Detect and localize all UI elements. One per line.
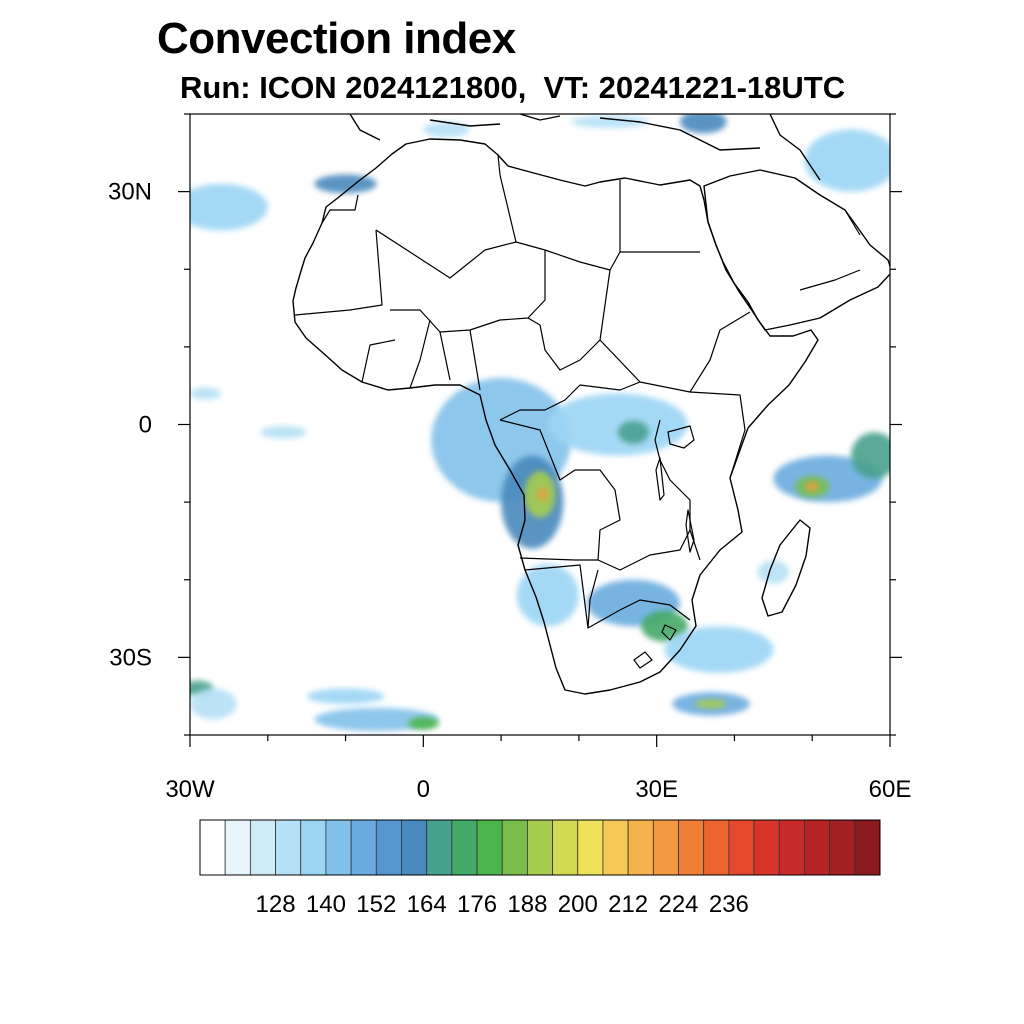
convection-cell xyxy=(260,426,307,439)
colorbar-swatch xyxy=(703,819,730,876)
convection-cell xyxy=(314,707,439,732)
lakes xyxy=(655,425,695,553)
axis-tick-labels: 30N 0 30S 30W 0 30E 60E xyxy=(108,179,911,803)
colorbar-label: 200 xyxy=(558,891,598,918)
convection-field xyxy=(190,114,890,732)
colorbar-swatch xyxy=(224,819,251,876)
africa-coastline xyxy=(292,138,819,695)
convection-cell xyxy=(804,129,890,192)
lon-tick-label: 30E xyxy=(635,776,678,803)
colorbar-frame xyxy=(199,819,881,876)
colorbar-swatch xyxy=(476,819,503,876)
convection-cell xyxy=(537,488,547,501)
convection-cell xyxy=(314,174,377,194)
colorbar-label: 128 xyxy=(256,891,296,918)
convection-cell xyxy=(306,688,385,704)
map-title: Convection index xyxy=(157,14,516,63)
colorbar-label: 176 xyxy=(457,891,497,918)
convection-cell xyxy=(664,626,774,673)
colorbar-swatch xyxy=(678,819,705,876)
colorbar-swatch xyxy=(627,819,654,876)
colorbar-swatch xyxy=(375,819,402,876)
convection-cell xyxy=(547,393,688,456)
colorbar-label: 236 xyxy=(709,891,749,918)
colorbar-swatch xyxy=(804,819,831,876)
mediterranean-north xyxy=(349,114,821,181)
lon-tick-label: 30W xyxy=(165,776,215,803)
convection-cell xyxy=(617,420,649,444)
convection-cell xyxy=(407,717,439,730)
lon-tick-label: 0 xyxy=(417,776,430,803)
colorbar-label: 224 xyxy=(658,891,698,918)
lat-tick-label: 30N xyxy=(108,179,152,206)
colorbar-swatch xyxy=(652,819,679,876)
colorbar-swatch xyxy=(552,819,579,876)
arabian-peninsula xyxy=(703,169,890,331)
convection-cell xyxy=(571,115,649,128)
colorbar-swatch xyxy=(829,819,856,876)
colorbar-swatch xyxy=(753,819,780,876)
colorbar-swatch xyxy=(854,819,881,876)
axis-ticks xyxy=(178,113,902,747)
colorbar-swatch xyxy=(527,819,553,876)
lat-tick-label: 0 xyxy=(139,412,152,439)
colorbar-label: 152 xyxy=(356,891,396,918)
coastlines-and-borders xyxy=(292,114,890,695)
colorbar-swatch xyxy=(300,819,327,876)
convection-cell xyxy=(516,564,579,627)
convection-cell xyxy=(190,183,268,231)
colorbar-label: 164 xyxy=(407,891,447,918)
colorbar-swatch xyxy=(778,819,805,876)
colorbar-swatch xyxy=(602,819,629,876)
map-subtitle: Run: ICON 2024121800, VT: 20241221-18UTC xyxy=(180,70,846,105)
convection-cell xyxy=(757,560,789,584)
colorbar-label: 140 xyxy=(306,891,346,918)
colorbar-label: 188 xyxy=(507,891,547,918)
colorbar-swatch xyxy=(728,819,755,876)
convection-cell xyxy=(806,481,819,492)
colorbar-swatch xyxy=(275,819,302,876)
colorbar-swatch xyxy=(401,819,428,876)
colorbar-swatch xyxy=(325,819,352,876)
colorbar-swatch xyxy=(577,819,604,876)
colorbar-swatch xyxy=(199,819,226,876)
lon-tick-label: 60E xyxy=(869,776,912,803)
colorbar-swatch xyxy=(451,819,478,876)
convection-cell xyxy=(190,688,237,720)
colorbar-label: 212 xyxy=(608,891,648,918)
colorbar-swatch xyxy=(501,819,528,876)
convection-cell xyxy=(695,699,727,709)
colorbar-swatch xyxy=(249,819,276,876)
lat-tick-label: 30S xyxy=(109,644,152,671)
convection-cell xyxy=(680,114,727,134)
country-borders xyxy=(294,154,861,669)
convection-cell xyxy=(851,432,890,479)
colorbar-swatch xyxy=(426,819,453,876)
colorbar: 128 140 152 164 176 188 200 212 224 236 xyxy=(199,819,881,918)
madagascar xyxy=(761,519,811,617)
convection-cell xyxy=(190,387,222,400)
colorbar-swatch xyxy=(350,819,377,876)
convection-cell xyxy=(423,121,470,138)
